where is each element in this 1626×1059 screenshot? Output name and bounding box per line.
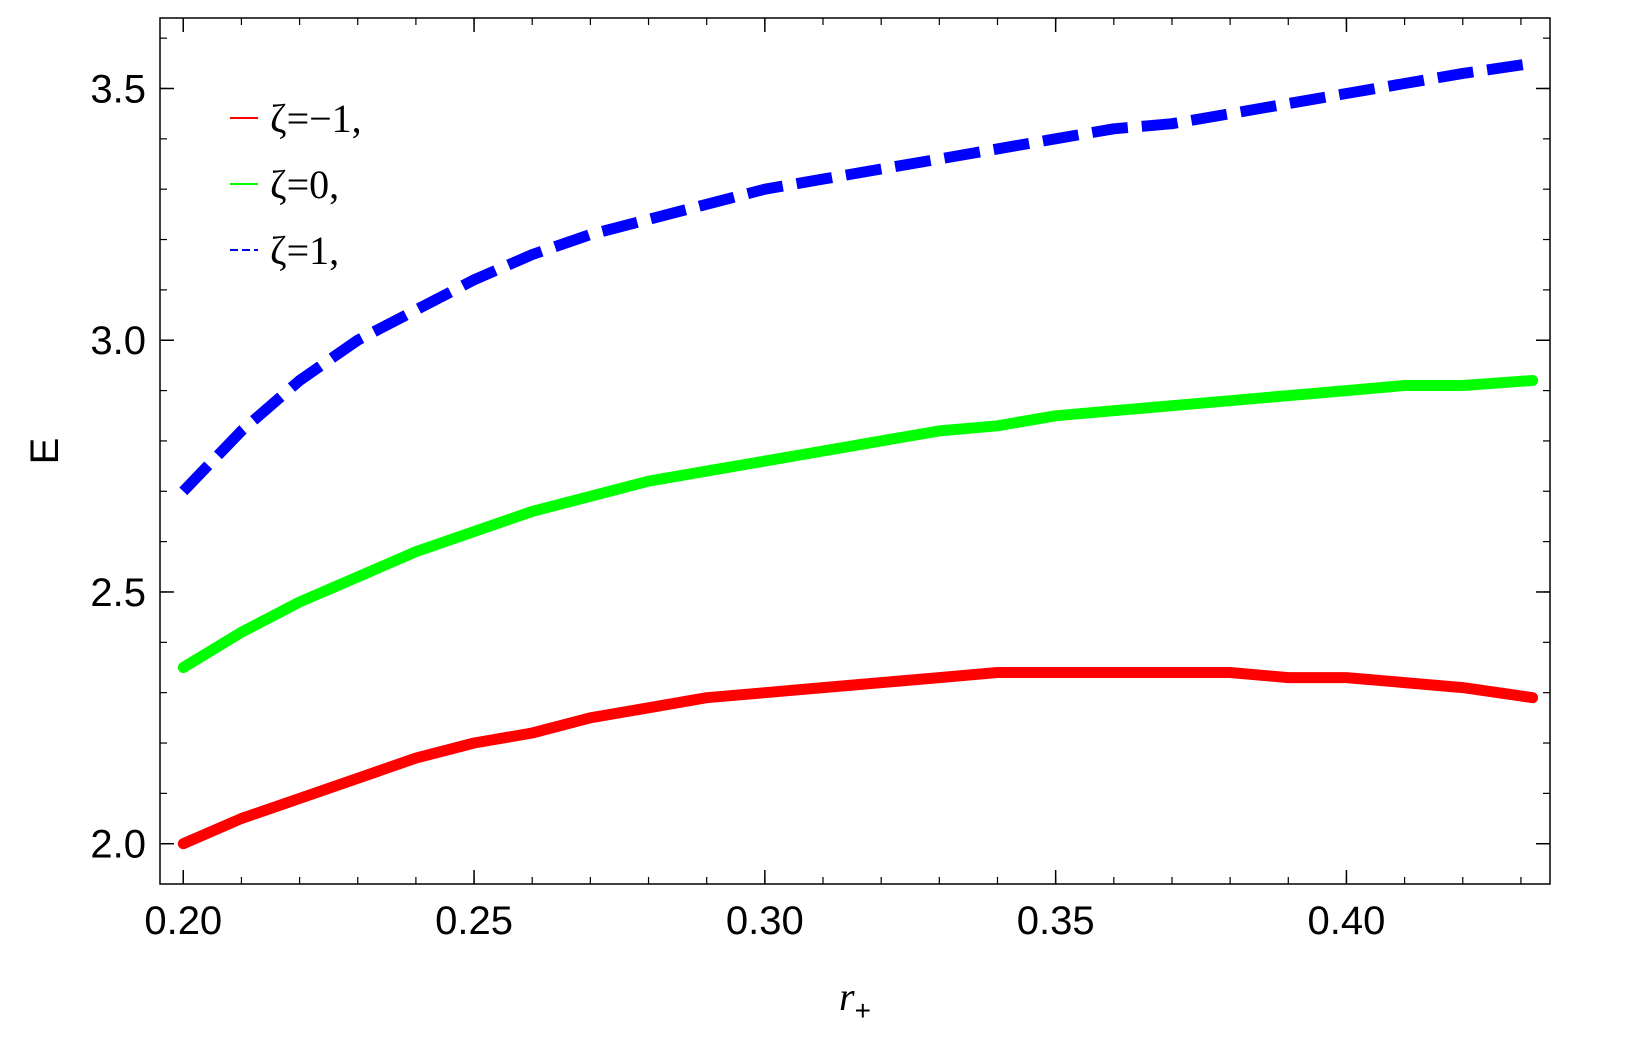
x-axis-label: r+: [839, 974, 871, 1026]
x-tick-label: 0.40: [1308, 899, 1386, 943]
series-line-3: [179, 57, 1534, 496]
x-axis-label-main: r: [839, 974, 855, 1019]
legend-label: ζ=−1,: [270, 96, 362, 141]
x-axis-label-subscript: +: [855, 995, 871, 1026]
y-tick-label: 3.5: [90, 67, 146, 111]
series-line-1: [177, 667, 1539, 850]
y-tick-label: 2.5: [90, 571, 146, 615]
major-ticks: [160, 18, 1550, 884]
legend: ζ=−1, ζ=0, ζ=1,: [230, 96, 362, 273]
y-axis-label: E: [23, 438, 67, 465]
y-tick-label: 3.0: [90, 319, 146, 363]
series-line-2: [177, 375, 1539, 673]
plot-frame: [159, 17, 1551, 885]
x-tick-label: 0.35: [1017, 899, 1095, 943]
x-tick-label: 0.20: [144, 899, 222, 943]
legend-label: ζ=0,: [270, 162, 339, 207]
x-tick-label: 0.25: [435, 899, 513, 943]
x-tick-label: 0.30: [726, 899, 804, 943]
series-lines: [177, 57, 1539, 850]
y-tick-label: 2.0: [90, 823, 146, 867]
tick-labels: 0.20 0.25 0.30 0.35 0.40 2.0 2.5 3.0 3.5: [90, 67, 1385, 943]
legend-label: ζ=1,: [270, 228, 339, 273]
